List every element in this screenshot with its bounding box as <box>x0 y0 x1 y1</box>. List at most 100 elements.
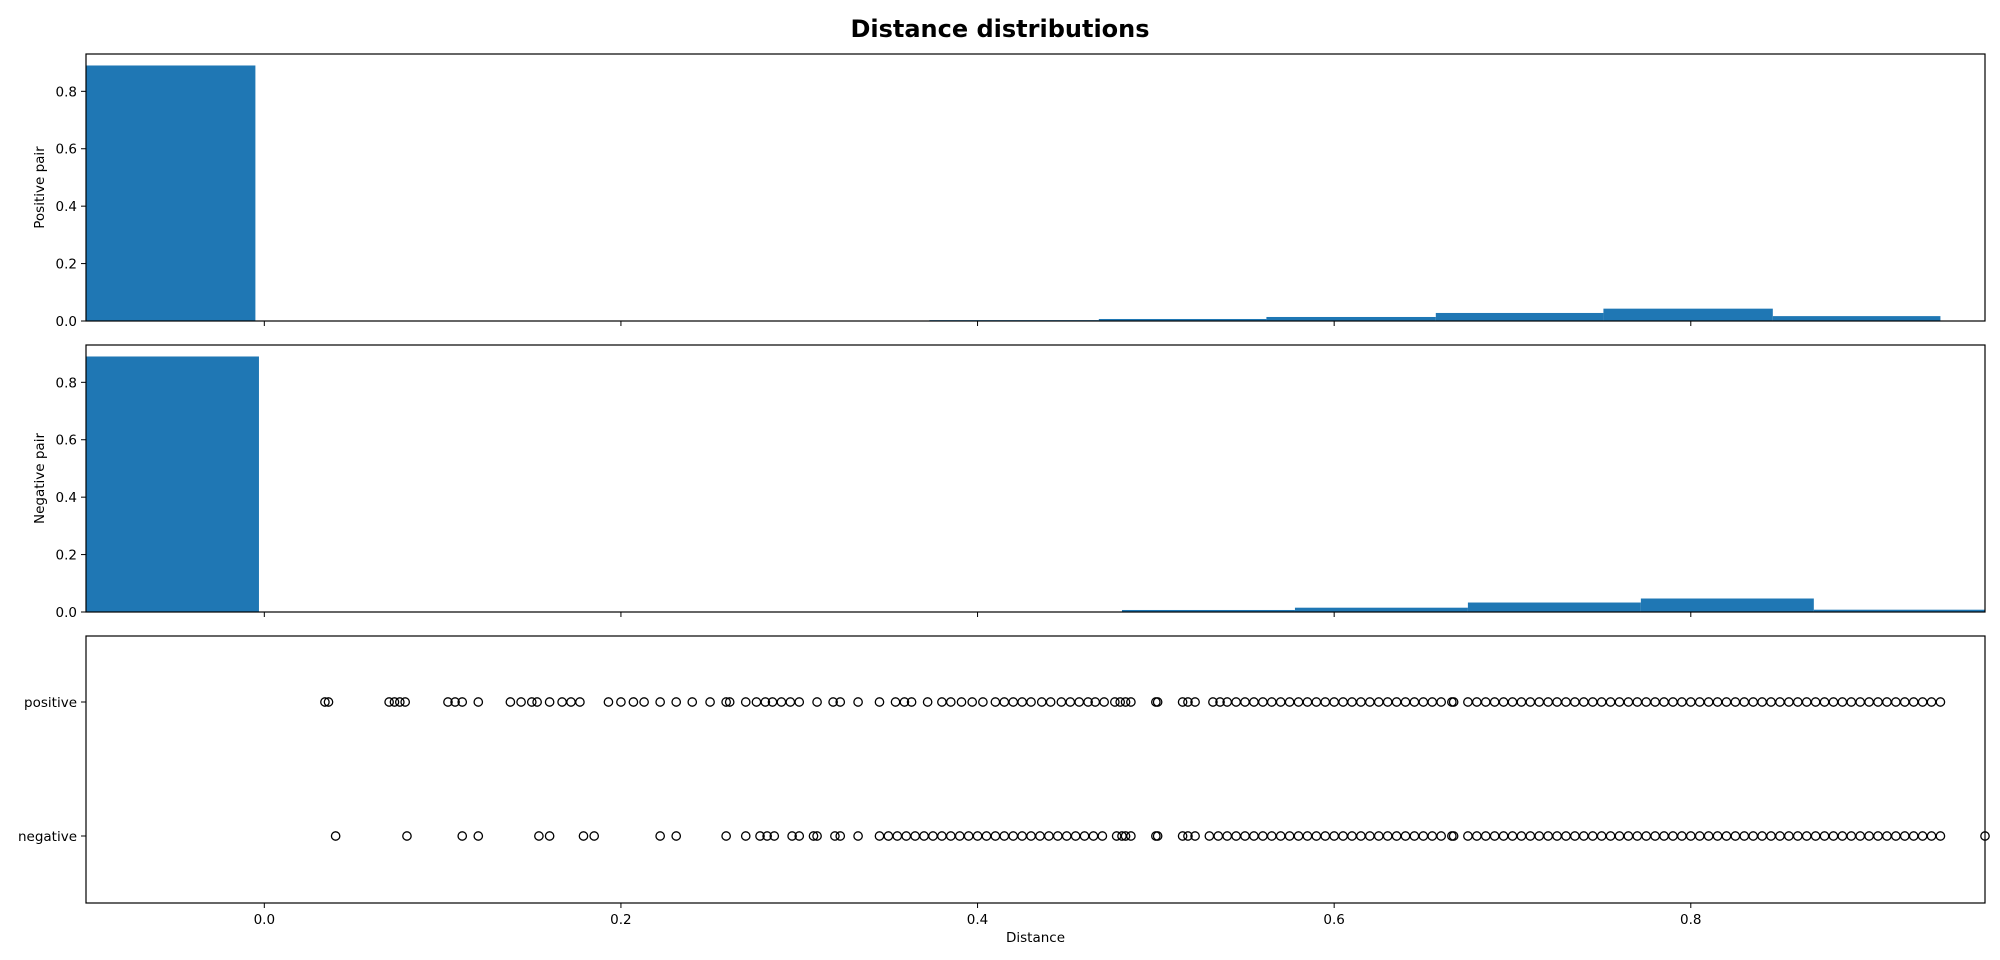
y-axis-label: Negative pair <box>32 433 48 524</box>
y-axis-label: Positive pair <box>32 146 48 229</box>
scatter-point <box>835 697 846 707</box>
scatter-point <box>566 697 576 707</box>
scatter-point <box>1757 831 1767 841</box>
scatter-point <box>1516 831 1527 841</box>
scatter-point <box>1864 831 1874 841</box>
scatter-point <box>1908 831 1919 841</box>
scatter-point <box>1427 831 1438 841</box>
scatter-point <box>963 831 974 841</box>
scatter-point <box>1275 831 1286 841</box>
scatter-point <box>1373 697 1384 707</box>
scatter-point <box>1427 697 1438 707</box>
scatter-point <box>1284 831 1295 841</box>
scatter-point <box>1311 697 1322 707</box>
scatter-point <box>999 697 1010 707</box>
scatter-point <box>954 831 965 841</box>
scatter-point <box>1561 697 1571 707</box>
scatter-point <box>1448 831 1459 841</box>
scatter-point <box>1070 831 1081 841</box>
scatter-point <box>1266 697 1277 707</box>
scatter-point <box>1026 831 1036 841</box>
scatter-point <box>1266 831 1277 841</box>
scatter-point <box>853 831 863 841</box>
scatter-point <box>1409 697 1420 707</box>
scatter-point <box>534 831 544 841</box>
scatter-point <box>1614 831 1625 841</box>
scatter-point <box>1065 697 1076 707</box>
distance-strip-plot: positive negative 0.0 0.2 0.4 0.6 0.8 Distanc… <box>18 635 1990 946</box>
scatter-point <box>1240 697 1250 707</box>
scatter-point <box>1605 831 1616 841</box>
y-tick-label: 0.4 <box>56 199 77 215</box>
scatter-point <box>1882 831 1892 841</box>
scatter-point <box>671 831 682 841</box>
scatter-point <box>1471 831 1482 841</box>
scatter-point <box>853 697 863 707</box>
scatter-point <box>589 831 600 841</box>
scatter-point <box>1329 831 1340 841</box>
scatter-point <box>1641 697 1652 707</box>
y-tick-label: 0.8 <box>56 84 77 100</box>
scatter-point <box>516 697 526 707</box>
scatter-point <box>1730 697 1741 707</box>
scatter-point <box>1284 697 1295 707</box>
scatter-point <box>687 697 698 707</box>
x-tick-label: 0.2 <box>610 912 631 928</box>
scatter-point <box>1757 697 1767 707</box>
histogram-bar <box>1640 598 1814 612</box>
scatter-point <box>1409 831 1420 841</box>
scatter-point <box>922 697 933 707</box>
scatter-point <box>1846 697 1857 707</box>
scatter-point <box>323 697 334 707</box>
scatter-point <box>808 831 819 841</box>
scatter-point <box>1044 831 1054 841</box>
scatter-point <box>320 697 330 707</box>
scatter-point <box>1183 831 1193 841</box>
scatter-point <box>1152 697 1163 707</box>
scatter-point <box>721 697 731 707</box>
scatter-point <box>1074 697 1085 707</box>
scatter-point <box>1596 697 1607 707</box>
y-tick-label: positive <box>24 695 77 711</box>
scatter-point <box>1061 831 1072 841</box>
scatter-point <box>402 831 412 841</box>
scatter-point <box>1587 697 1598 707</box>
scatter-point <box>1659 697 1669 707</box>
scatter-point <box>557 697 567 707</box>
scatter-point <box>794 697 805 707</box>
scatter-point <box>906 697 917 707</box>
scatter-point <box>967 697 978 707</box>
scatter-point <box>1685 697 1696 707</box>
scatter-point <box>1338 831 1348 841</box>
y-tick-label: 0.2 <box>56 257 77 273</box>
scatter-point <box>1623 831 1634 841</box>
scatter-point <box>1605 697 1616 707</box>
scatter-point <box>1614 697 1625 707</box>
scatter-point <box>1293 831 1304 841</box>
scatter-point <box>1801 831 1812 841</box>
scatter-point <box>937 697 947 707</box>
x-tick-label: 0.8 <box>1680 912 1701 928</box>
scatter-point <box>1570 697 1580 707</box>
scatter-point <box>1917 697 1928 707</box>
scatter-point <box>1120 831 1131 841</box>
scatter-point <box>1632 697 1643 707</box>
scatter-point <box>389 697 400 707</box>
scatter-point <box>785 697 796 707</box>
scatter-point <box>835 831 846 841</box>
scatter-point <box>990 831 1001 841</box>
scatter-point <box>473 831 484 841</box>
histogram-bar <box>1098 318 1267 321</box>
scatter-point <box>1329 697 1340 707</box>
scatter-point <box>794 831 805 841</box>
scatter-point <box>1766 697 1776 707</box>
scatter-point <box>1552 831 1562 841</box>
scatter-point <box>972 831 983 841</box>
scatter-point <box>1088 831 1099 841</box>
scatter-point <box>1311 831 1322 841</box>
scatter-point <box>937 831 947 841</box>
scatter-point <box>1083 697 1093 707</box>
scatter-point <box>1623 697 1634 707</box>
scatter-point <box>1364 697 1375 707</box>
